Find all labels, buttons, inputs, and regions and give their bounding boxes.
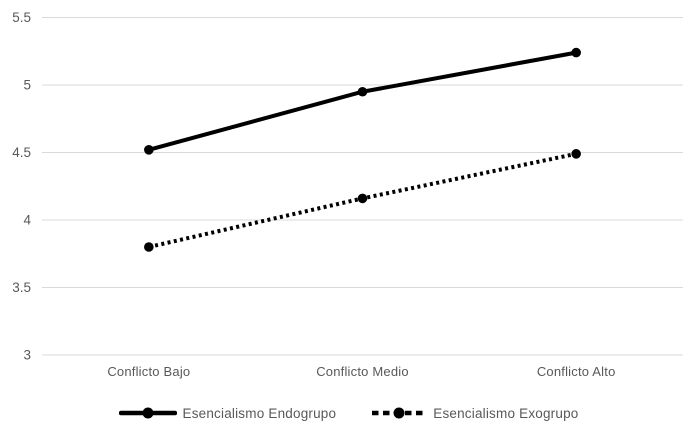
legend: Esencialismo Endogrupo Esencialismo Exog…: [0, 401, 698, 425]
x-axis-label-conflicto-medio: Conflicto Medio: [316, 364, 409, 379]
y-axis-tick-label: 3: [23, 348, 31, 361]
data-point-marker: [144, 145, 154, 155]
legend-item-endogrupo: Esencialismo Endogrupo: [119, 406, 336, 421]
series-line-endogrupo: [148, 50, 577, 152]
x-axis-labels: Conflicto Bajo Conflicto Medio Conflicto…: [42, 364, 683, 379]
data-point-marker: [144, 242, 154, 252]
y-axis-tick-label: 3.5: [12, 280, 31, 295]
y-axis-tick-label: 4.5: [12, 145, 31, 160]
y-axis-tick-label: 4: [23, 213, 31, 228]
legend-label-endogrupo: Esencialismo Endogrupo: [182, 405, 337, 421]
y-axis-tick-label: 5: [23, 78, 31, 93]
legend-item-exogrupo: Esencialismo Exogrupo: [370, 406, 578, 421]
data-point-marker: [357, 193, 368, 204]
data-point-marker: [571, 149, 581, 159]
x-axis-label-conflicto-alto: Conflicto Alto: [536, 364, 616, 379]
y-axis-tick-label: 5.5: [12, 10, 31, 25]
data-point-marker: [571, 47, 581, 58]
data-point-marker: [357, 86, 368, 97]
x-axis-label-conflicto-bajo: Conflicto Bajo: [107, 364, 191, 379]
dotted-line-swatch-icon: [372, 407, 427, 419]
plot-area: 3 3.5 4 4.5 5 5.5: [12, 10, 683, 361]
solid-line-swatch-icon: [119, 407, 178, 419]
legend-label-exogrupo: Esencialismo Exogrupo: [433, 405, 579, 421]
